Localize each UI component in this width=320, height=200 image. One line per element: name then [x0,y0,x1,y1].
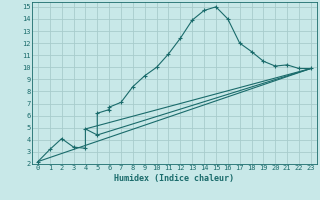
X-axis label: Humidex (Indice chaleur): Humidex (Indice chaleur) [115,174,234,183]
